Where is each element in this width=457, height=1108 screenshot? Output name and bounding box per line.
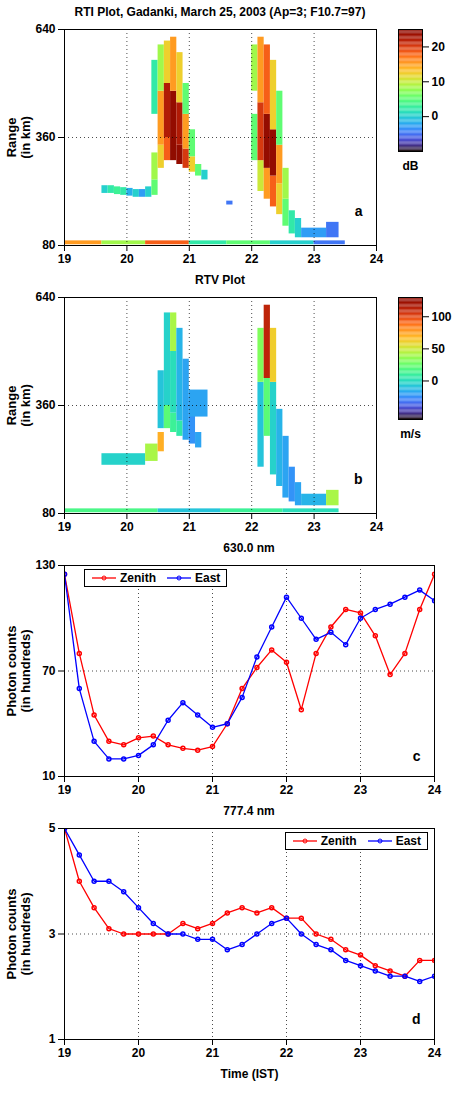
svg-text:22: 22 (280, 1046, 294, 1060)
svg-text:20: 20 (120, 520, 134, 534)
svg-text:23: 23 (354, 1046, 368, 1060)
svg-text:640: 640 (35, 22, 55, 36)
html-text:Zenith: Zenith (120, 571, 156, 585)
svg-text:Range(in km): Range(in km) (4, 384, 33, 427)
svg-text:22: 22 (245, 252, 259, 266)
svg-text:23: 23 (354, 783, 368, 797)
svg-text:20: 20 (120, 252, 134, 266)
svg-text:360: 360 (35, 130, 55, 144)
html-text:630.0 nm: 630.0 nm (223, 541, 275, 555)
svg-text:0: 0 (432, 109, 439, 123)
svg-text:5: 5 (49, 821, 56, 835)
html-text:777.4 nm: 777.4 nm (223, 804, 275, 818)
svg-text:Photon counts(in hundreds): Photon counts(in hundreds) (4, 889, 33, 980)
svg-text:22: 22 (280, 783, 294, 797)
svg-text:d: d (412, 1011, 421, 1027)
svg-text:0: 0 (432, 374, 439, 388)
svg-text:1: 1 (49, 1032, 56, 1046)
svg-text:640: 640 (35, 290, 55, 304)
html-text:RTV Plot: RTV Plot (195, 273, 245, 287)
svg-text:21: 21 (206, 1046, 220, 1060)
html-text:RTI Plot, Gadanki, March 25, 2: RTI Plot, Gadanki, March 25, 2003 (Ap=3;… (74, 5, 366, 19)
svg-text:dB: dB (403, 159, 419, 173)
svg-text:100: 100 (432, 310, 452, 324)
svg-text:a: a (355, 203, 363, 219)
svg-text:3: 3 (49, 927, 56, 941)
svg-text:m/s: m/s (400, 427, 421, 441)
svg-text:22: 22 (245, 520, 259, 534)
svg-text:20: 20 (132, 783, 146, 797)
svg-text:21: 21 (206, 783, 220, 797)
html-text:East: East (195, 571, 221, 585)
svg-text:23: 23 (307, 252, 321, 266)
svg-text:24: 24 (370, 520, 384, 534)
svg-text:19: 19 (58, 783, 72, 797)
svg-text:Range(in km): Range(in km) (4, 116, 33, 159)
svg-text:24: 24 (370, 252, 384, 266)
html-text:East: East (395, 834, 421, 848)
svg-text:19: 19 (58, 252, 72, 266)
svg-text:130: 130 (35, 558, 55, 572)
svg-text:360: 360 (35, 398, 55, 412)
html-text:Zenith: Zenith (320, 834, 357, 848)
svg-text:80: 80 (42, 506, 56, 520)
svg-text:10: 10 (432, 75, 446, 89)
svg-text:24: 24 (428, 783, 442, 797)
svg-text:10: 10 (42, 769, 56, 783)
svg-text:b: b (354, 471, 363, 487)
svg-text:23: 23 (307, 520, 321, 534)
svg-text:21: 21 (183, 520, 197, 534)
svg-text:24: 24 (428, 1046, 442, 1060)
svg-text:20: 20 (432, 40, 446, 54)
svg-text:80: 80 (42, 238, 56, 252)
svg-text:50: 50 (432, 342, 446, 356)
svg-text:Photon counts(in hundreds): Photon counts(in hundreds) (4, 626, 33, 717)
svg-text:20: 20 (132, 1046, 146, 1060)
svg-text:Time (IST): Time (IST) (221, 1067, 279, 1081)
svg-text:70: 70 (42, 664, 56, 678)
svg-text:19: 19 (58, 520, 72, 534)
svg-text:19: 19 (58, 1046, 72, 1060)
svg-text:21: 21 (183, 252, 197, 266)
svg-text:c: c (413, 748, 421, 764)
